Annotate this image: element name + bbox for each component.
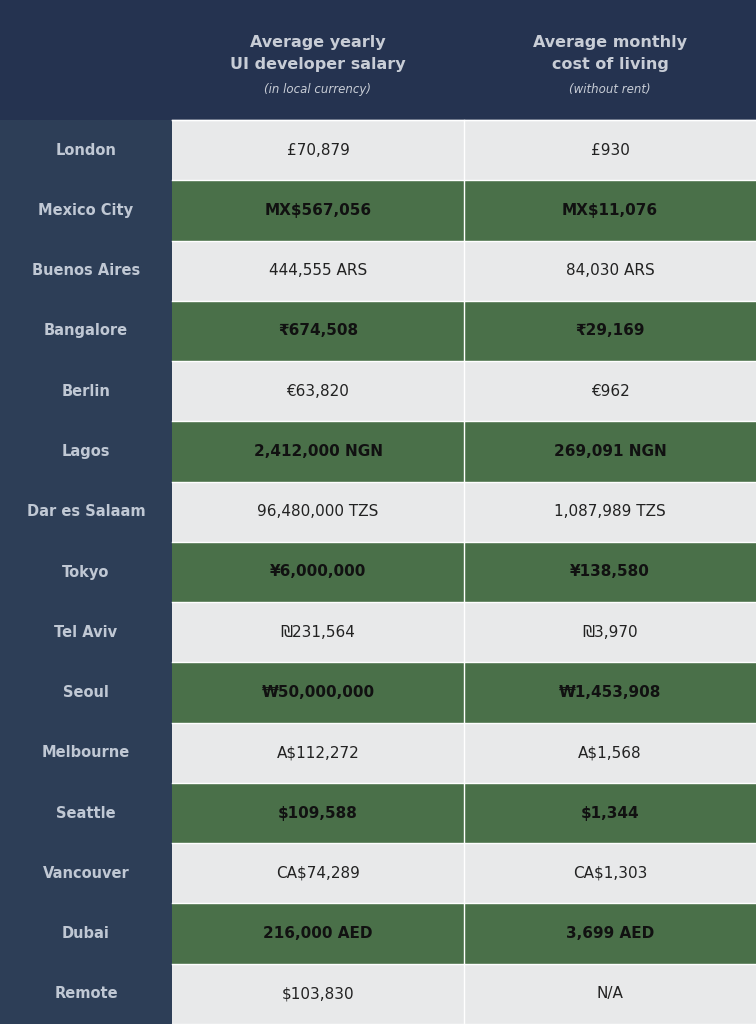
Bar: [0, 180, 172, 241]
Bar: [172, 964, 756, 1024]
Bar: [0, 723, 172, 783]
Text: CA$74,289: CA$74,289: [276, 866, 360, 881]
Text: Dubai: Dubai: [62, 926, 110, 941]
Text: ₹29,169: ₹29,169: [575, 324, 645, 339]
Bar: [172, 663, 756, 723]
Bar: [172, 421, 756, 481]
Text: cost of living: cost of living: [552, 57, 668, 73]
Bar: [172, 843, 756, 903]
Text: (without rent): (without rent): [569, 83, 651, 95]
Text: UI developer salary: UI developer salary: [230, 57, 406, 73]
Text: £70,879: £70,879: [287, 142, 349, 158]
Text: Tokyo: Tokyo: [62, 564, 110, 580]
Text: €63,820: €63,820: [287, 384, 349, 398]
Text: ¥138,580: ¥138,580: [570, 564, 650, 580]
Text: A$1,568: A$1,568: [578, 745, 642, 760]
Text: MX$567,056: MX$567,056: [265, 203, 371, 218]
Text: A$112,272: A$112,272: [277, 745, 359, 760]
Bar: [0, 663, 172, 723]
Bar: [0, 783, 172, 843]
Text: Melbourne: Melbourne: [42, 745, 130, 760]
Bar: [0, 241, 172, 301]
Text: Berlin: Berlin: [61, 384, 110, 398]
Text: Remote: Remote: [54, 986, 118, 1001]
Text: N/A: N/A: [596, 986, 624, 1001]
Text: $109,588: $109,588: [278, 806, 358, 820]
Text: Lagos: Lagos: [62, 444, 110, 459]
Text: Average monthly: Average monthly: [533, 35, 687, 50]
Bar: [0, 542, 172, 602]
Bar: [172, 301, 756, 361]
Text: ¥6,000,000: ¥6,000,000: [270, 564, 366, 580]
Text: CA$1,303: CA$1,303: [573, 866, 647, 881]
Bar: [0, 301, 172, 361]
Text: Buenos Aires: Buenos Aires: [32, 263, 140, 279]
Bar: [172, 481, 756, 542]
Bar: [0, 843, 172, 903]
Text: 2,412,000 NGN: 2,412,000 NGN: [253, 444, 383, 459]
Text: Bangalore: Bangalore: [44, 324, 128, 339]
Bar: [0, 0, 756, 120]
Bar: [172, 542, 756, 602]
Text: ₹674,508: ₹674,508: [278, 324, 358, 339]
Text: 216,000 AED: 216,000 AED: [263, 926, 373, 941]
Text: Mexico City: Mexico City: [39, 203, 134, 218]
Text: ₪231,564: ₪231,564: [280, 625, 355, 640]
Bar: [172, 602, 756, 663]
Bar: [0, 602, 172, 663]
Text: €962: €962: [590, 384, 630, 398]
Bar: [172, 241, 756, 301]
Text: Tel Aviv: Tel Aviv: [54, 625, 118, 640]
Text: (in local currency): (in local currency): [265, 83, 371, 95]
Text: ₪3,970: ₪3,970: [582, 625, 638, 640]
Text: 84,030 ARS: 84,030 ARS: [565, 263, 655, 279]
Bar: [0, 481, 172, 542]
Text: 444,555 ARS: 444,555 ARS: [269, 263, 367, 279]
Bar: [0, 421, 172, 481]
Bar: [172, 783, 756, 843]
Text: London: London: [55, 142, 116, 158]
Text: 269,091 NGN: 269,091 NGN: [553, 444, 666, 459]
Text: 96,480,000 TZS: 96,480,000 TZS: [257, 504, 379, 519]
Text: $103,830: $103,830: [282, 986, 355, 1001]
Text: £930: £930: [590, 142, 630, 158]
Bar: [172, 120, 756, 180]
Bar: [0, 903, 172, 964]
Text: Seoul: Seoul: [63, 685, 109, 700]
Text: ₩50,000,000: ₩50,000,000: [262, 685, 374, 700]
Text: $1,344: $1,344: [581, 806, 640, 820]
Text: ₩1,453,908: ₩1,453,908: [559, 685, 662, 700]
Bar: [0, 361, 172, 421]
Text: 1,087,989 TZS: 1,087,989 TZS: [554, 504, 666, 519]
Bar: [0, 120, 172, 180]
Bar: [172, 903, 756, 964]
Text: MX$11,076: MX$11,076: [562, 203, 658, 218]
Bar: [172, 723, 756, 783]
Text: Average yearly: Average yearly: [250, 35, 386, 50]
Text: Seattle: Seattle: [56, 806, 116, 820]
Text: 3,699 AED: 3,699 AED: [566, 926, 654, 941]
Bar: [172, 180, 756, 241]
Text: Dar es Salaam: Dar es Salaam: [26, 504, 145, 519]
Bar: [0, 964, 172, 1024]
Bar: [172, 361, 756, 421]
Text: Vancouver: Vancouver: [42, 866, 129, 881]
